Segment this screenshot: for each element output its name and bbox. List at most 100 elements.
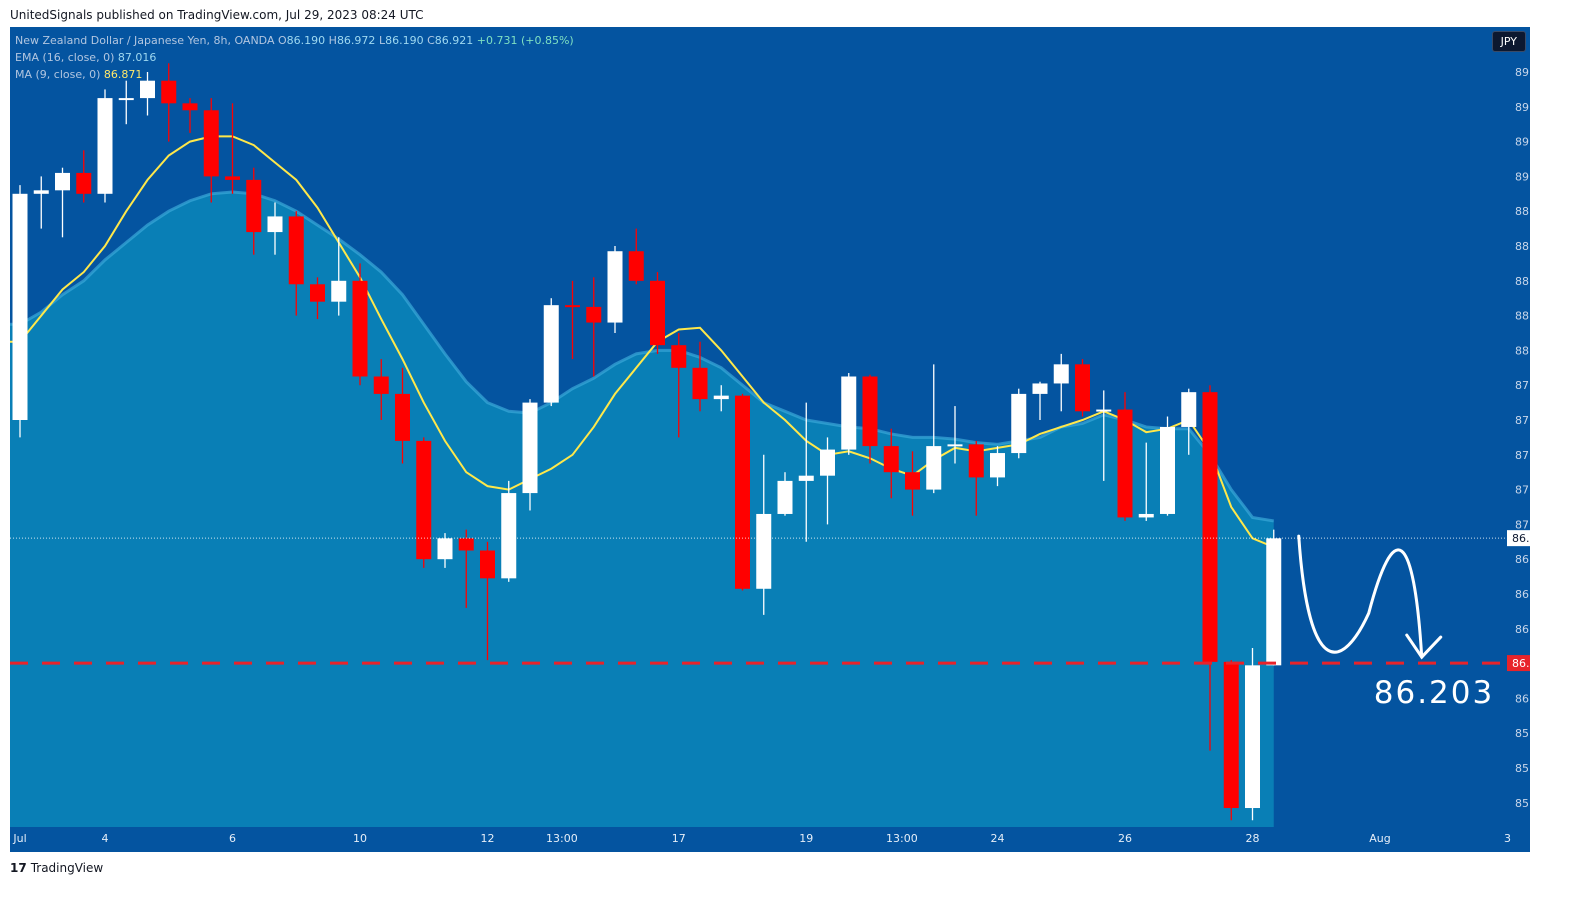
candle [841, 373, 857, 455]
candle [458, 529, 474, 608]
candle-body [1245, 665, 1260, 809]
candle-body [1160, 426, 1175, 514]
candle-body [1096, 409, 1112, 412]
candle [161, 63, 177, 142]
candle-body [12, 193, 28, 420]
y-axis-tick-label: 85.600 [1515, 762, 1530, 775]
candle [1032, 381, 1048, 420]
candle-body [1032, 383, 1048, 394]
candle-body [713, 395, 729, 400]
y-axis-tick-label: 88.200 [1515, 310, 1530, 323]
candle-body [33, 190, 49, 194]
candle [735, 393, 750, 591]
candle [373, 359, 389, 420]
candle-body [692, 367, 708, 400]
y-axis-tick-label: 86.400 [1515, 623, 1530, 636]
candle [926, 364, 942, 494]
candle [97, 89, 113, 203]
candle-body [55, 172, 70, 191]
candle-body [76, 172, 92, 194]
chart-pane[interactable]: 86.203 89.600 89.400 89.200 89.000 88.800 88.6… [10, 27, 1530, 852]
target-price-label: 86.203 [1507, 655, 1530, 672]
candle [140, 72, 155, 116]
x-axis-tick-label: 12 [481, 832, 495, 845]
ma-value: 86.871 [103, 68, 143, 81]
candle [12, 185, 28, 438]
candle-body [841, 376, 857, 450]
candle [713, 385, 729, 412]
candle-body [182, 103, 198, 111]
price-chart[interactable]: 86.203 89.600 89.400 89.200 89.000 88.800 88.6… [10, 27, 1530, 852]
candle-body [947, 444, 963, 447]
candle [310, 277, 325, 320]
candle-body [628, 251, 644, 281]
y-axis-tick-label: 85.400 [1515, 797, 1530, 810]
low-label: L [378, 34, 386, 47]
tradingview-footer: 17 TradingView [10, 861, 103, 875]
low-value: 86.190 [385, 34, 424, 47]
x-axis-tick-label: 26 [1118, 832, 1132, 845]
candle [777, 472, 793, 516]
candle-body [926, 446, 942, 490]
y-axis-tick-label: 86.600 [1515, 588, 1530, 601]
candle-body [97, 98, 113, 194]
candle [437, 533, 453, 568]
symbol-legend: New Zealand Dollar / Japanese Yen, 8h, O… [15, 34, 574, 47]
candle [480, 541, 495, 661]
tradingview-logo-icon: 17 [10, 861, 27, 875]
candle-body [990, 453, 1005, 478]
candle-body [1223, 661, 1239, 809]
x-axis-tick-label: 4 [102, 832, 109, 845]
candle [246, 167, 262, 255]
candle [565, 280, 580, 360]
current-price-label-text: 86.921 [1512, 532, 1530, 545]
x-axis-tick-label: 24 [991, 832, 1005, 845]
publisher-header: UnitedSignals published on TradingView.c… [10, 8, 424, 22]
currency-badge[interactable]: JPY [1491, 31, 1526, 52]
footer-brand: TradingView [30, 861, 104, 875]
y-axis-tick-label: 88.400 [1515, 275, 1530, 288]
change-value: +0.731 (+0.85%) [476, 34, 574, 47]
open-value: 86.190 [286, 34, 326, 47]
ema-legend[interactable]: EMA (16, close, 0) 87.016 [15, 51, 156, 64]
candle [203, 98, 219, 203]
candle-body [968, 444, 984, 478]
candle-body [501, 493, 517, 579]
candle [1138, 442, 1154, 521]
candle [501, 480, 517, 582]
y-axis-tick-label: 86.800 [1515, 553, 1530, 566]
candle-body [437, 538, 453, 560]
candle-body [1011, 393, 1027, 454]
candle [905, 451, 920, 516]
symbol-name: New Zealand Dollar / Japanese Yen, 8h, O… [15, 34, 275, 47]
candle-body [905, 472, 920, 490]
candle [1181, 388, 1197, 455]
y-axis-tick-label: 87.800 [1515, 379, 1530, 392]
candle [692, 341, 708, 412]
candle [395, 367, 410, 464]
candle [33, 176, 49, 229]
candle-body [373, 376, 389, 394]
candle [352, 263, 368, 386]
candle-body [607, 251, 623, 323]
candle [267, 202, 283, 255]
y-axis-tick-label: 89.200 [1515, 136, 1530, 149]
ma-label: MA (9, close, 0) [15, 68, 101, 81]
candle [820, 437, 835, 525]
ma-legend[interactable]: MA (9, close, 0) 86.871 [15, 68, 142, 81]
candle [416, 437, 432, 568]
candle [1075, 359, 1090, 417]
candle-body [310, 284, 325, 302]
y-axis-tick-label: 88.800 [1515, 205, 1530, 218]
candle [650, 272, 665, 354]
candle [55, 167, 70, 238]
x-axis-tick-label: Jul [12, 832, 26, 845]
candle-body [246, 179, 262, 233]
candle [862, 374, 878, 464]
y-axis-tick-label: 88.600 [1515, 240, 1530, 253]
open-label: O [277, 34, 287, 47]
candle-body [543, 305, 559, 403]
close-label: C [427, 34, 435, 47]
candle [947, 406, 963, 464]
high-value: 86.972 [336, 34, 376, 47]
